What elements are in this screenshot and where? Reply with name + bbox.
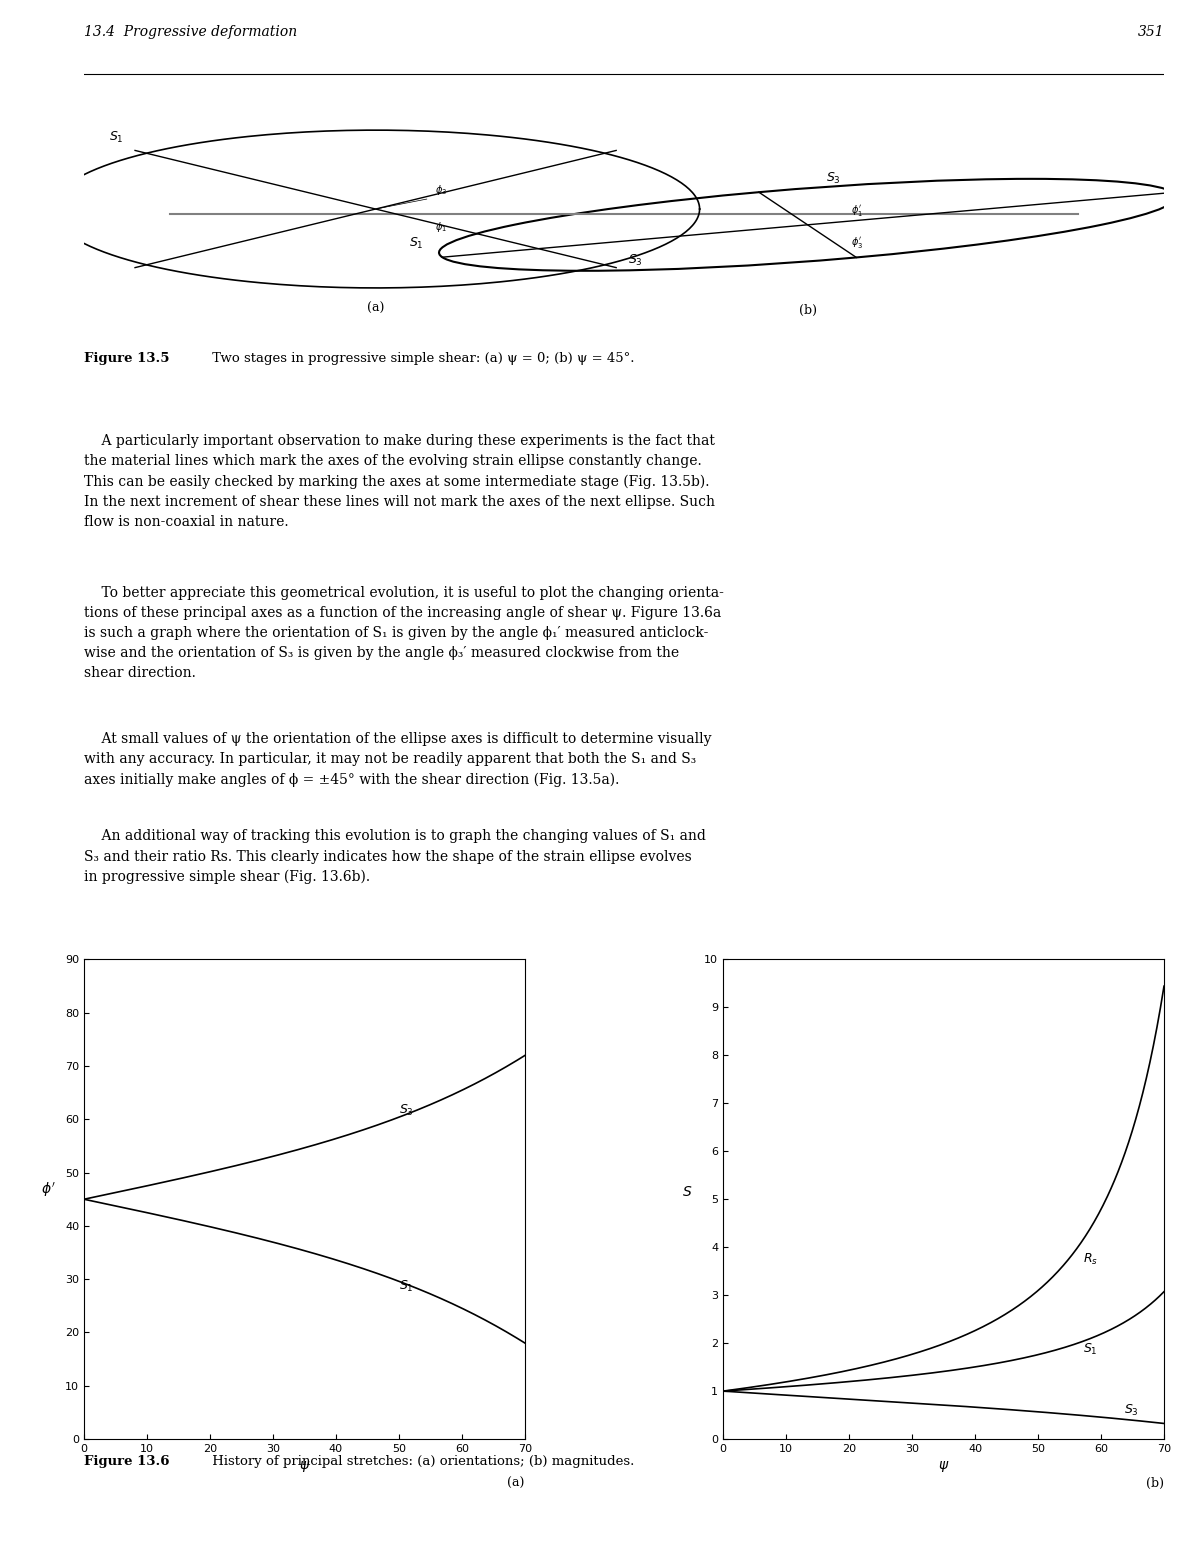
Text: Figure 13.6: Figure 13.6 <box>84 1455 169 1468</box>
Text: $S_3$: $S_3$ <box>628 253 642 267</box>
Text: $\phi_1'$: $\phi_1'$ <box>851 203 863 217</box>
Text: $\phi_3'$: $\phi_3'$ <box>851 236 863 250</box>
Text: $S_3$: $S_3$ <box>827 172 841 186</box>
Text: (b): (b) <box>1146 1477 1164 1491</box>
Text: $S_1$: $S_1$ <box>1082 1343 1098 1357</box>
Text: (a): (a) <box>367 302 384 316</box>
Text: History of principal stretches: (a) orientations; (b) magnitudes.: History of principal stretches: (a) orie… <box>209 1455 635 1468</box>
Text: $\phi_3$: $\phi_3$ <box>436 183 448 197</box>
Text: 13.4  Progressive deformation: 13.4 Progressive deformation <box>84 25 298 39</box>
Y-axis label: $\phi'$: $\phi'$ <box>41 1182 55 1199</box>
Text: Figure 13.5: Figure 13.5 <box>84 352 169 366</box>
X-axis label: $\psi$: $\psi$ <box>299 1460 310 1474</box>
Text: $S_3$: $S_3$ <box>1124 1404 1139 1418</box>
Text: $\phi_1$: $\phi_1$ <box>436 219 448 233</box>
Text: (a): (a) <box>508 1477 524 1491</box>
Text: $S_1$: $S_1$ <box>409 236 424 252</box>
Text: An additional way of tracking this evolution is to graph the changing values of : An additional way of tracking this evolu… <box>84 830 706 885</box>
Text: $S_1$: $S_1$ <box>400 1279 414 1294</box>
X-axis label: $\psi$: $\psi$ <box>938 1460 949 1474</box>
Text: $S_1$: $S_1$ <box>109 130 124 145</box>
Text: $S_3$: $S_3$ <box>400 1103 414 1118</box>
Text: To better appreciate this geometrical evolution, it is useful to plot the changi: To better appreciate this geometrical ev… <box>84 586 724 680</box>
Text: A particularly important observation to make during these experiments is the fac: A particularly important observation to … <box>84 435 715 528</box>
Text: 351: 351 <box>1138 25 1164 39</box>
Text: (b): (b) <box>799 303 817 317</box>
Text: $R_s$: $R_s$ <box>1082 1252 1098 1268</box>
Text: At small values of ψ the orientation of the ellipse axes is difficult to determi: At small values of ψ the orientation of … <box>84 731 712 786</box>
Text: Two stages in progressive simple shear: (a) ψ = 0; (b) ψ = 45°.: Two stages in progressive simple shear: … <box>209 352 635 366</box>
Y-axis label: $S$: $S$ <box>683 1185 692 1199</box>
